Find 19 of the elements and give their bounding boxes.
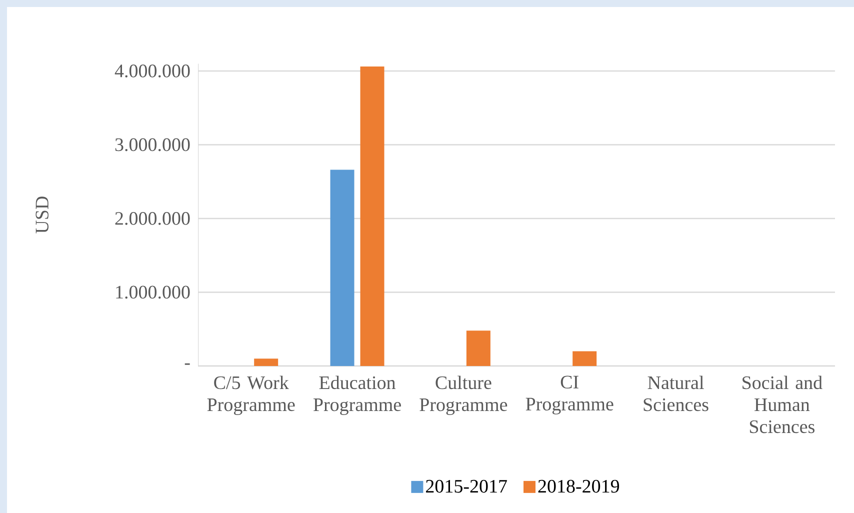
legend-label: 2015-2017 <box>426 480 507 493</box>
x-tick-label: Education Programme <box>313 376 401 416</box>
y-tick-label: 2.000.000 <box>115 212 190 225</box>
bar <box>330 170 354 366</box>
y-tick-label: 4.000.000 <box>114 64 190 78</box>
y-axis-title: USD <box>36 196 48 234</box>
x-tick-label: Natural Sciences <box>644 376 708 412</box>
bar <box>360 66 384 366</box>
x-tick-label: CI Programme <box>526 376 614 414</box>
legend-label: 2018-2019 <box>538 480 620 493</box>
bar <box>254 358 278 366</box>
x-tick-label: C/5 Work Programme <box>207 376 295 416</box>
y-tick-label: - <box>184 363 190 365</box>
x-tick-label: Social and Human Sciences <box>742 376 822 434</box>
y-tick-label: 1.000.000 <box>116 286 190 299</box>
bar <box>466 330 490 366</box>
x-tick-label: Culture Programme <box>420 376 508 416</box>
bar <box>572 351 597 366</box>
y-tick-label: 3.000.000 <box>115 138 190 152</box>
